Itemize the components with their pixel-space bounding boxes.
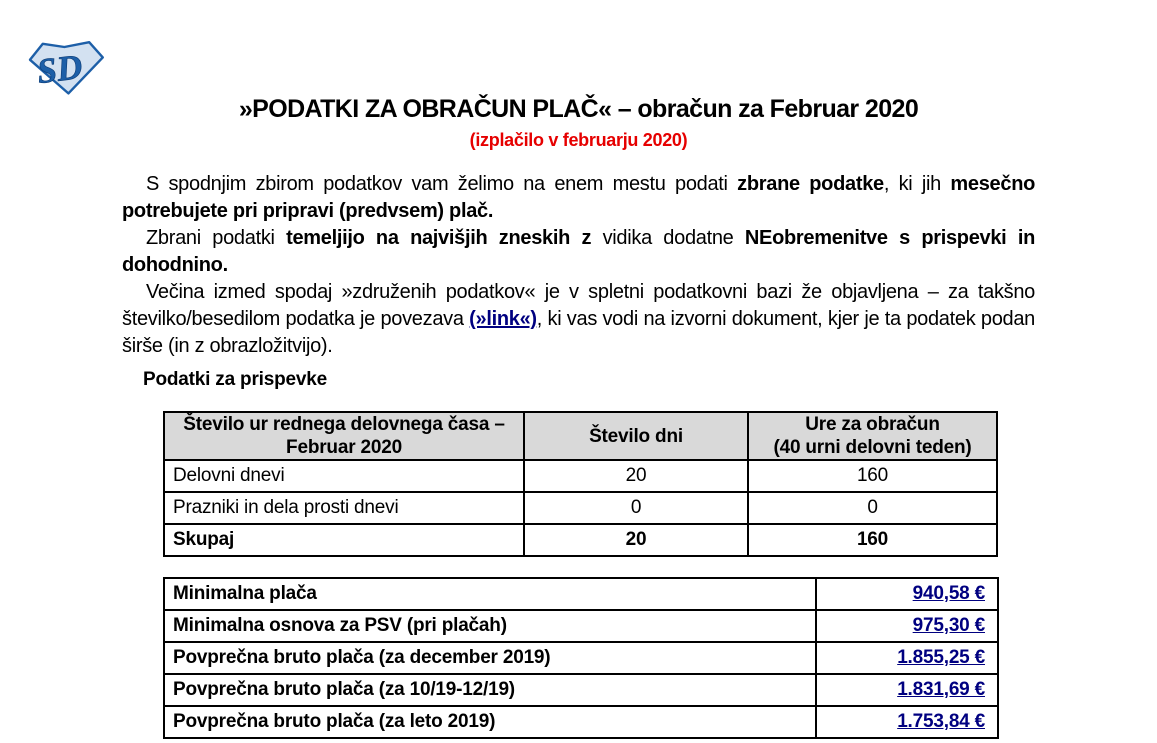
amounts-table-row: Minimalna plača 940,58 € [163,577,999,611]
amount-value-cell: 975,30 € [815,609,999,643]
amount-label: Minimalna osnova za PSV (pri plačah) [163,609,817,643]
hours-table-cell: 0 [523,491,749,525]
hours-table-cell: Prazniki in dela prosti dnevi [163,491,525,525]
hours-table-cell: 0 [747,491,998,525]
hours-table-cell: 20 [523,523,749,557]
hours-table: Število ur rednega delovnega časa – Febr… [163,411,998,557]
amount-value-cell: 1.855,25 € [815,641,999,675]
amount-link[interactable]: 940,58 € [912,583,986,604]
hours-table-cell: 160 [747,459,998,493]
paragraph: Zbrani podatki temeljijo na najvišjih zn… [122,225,1035,279]
sd-diamond-logo: SD [26,36,106,98]
hours-table-cell: Skupaj [163,523,525,557]
amount-link[interactable]: 975,30 € [912,615,986,636]
amounts-table-row: Povprečna bruto plača (za december 2019)… [163,641,999,675]
section-heading: Podatki za prispevke [143,369,327,390]
text-segment: vidika dodatne [602,227,745,249]
hours-table-cell: Delovni dnevi [163,459,525,493]
hours-table-cell: 20 [523,459,749,493]
hours-table-row: Prazniki in dela prosti dnevi 0 0 [163,491,998,525]
text-segment: NEobremenitve s prispevki in dohodnino. [122,227,1036,276]
text-segment: zbrane podatke [737,173,884,195]
text-segment: , ki jih [883,173,951,195]
sd-diamond-logo-graphic: SD [28,41,105,95]
text-segment: S spodnjim zbirom podatkov vam želimo na… [146,173,738,195]
hours-table-cell: 160 [747,523,998,557]
amount-value-cell: 1.753,84 € [815,705,999,739]
amount-value-cell: 940,58 € [815,577,999,611]
amount-label: Minimalna plača [163,577,817,611]
hours-table-row: Skupaj 20 160 [163,523,998,557]
amounts-table-row: Povprečna bruto plača (za 10/19-12/19) 1.… [163,673,999,707]
amount-value-cell: 1.831,69 € [815,673,999,707]
amount-label: Povprečna bruto plača (za december 2019) [163,641,817,675]
intro-paragraphs: S spodnjim zbirom podatkov vam želimo na… [122,171,1035,360]
amounts-table-row: Povprečna bruto plača (za leto 2019) 1.75… [163,705,999,739]
hours-table-header-cell: Število dni [523,411,749,461]
text-segment: temeljijo na najvišjih zneskih z [286,227,603,249]
text-segment: , ki vas vodi na izvorni dokument, kjer … [122,308,1035,357]
hours-table-header-row: Število ur rednega delovnega časa – Febr… [163,411,998,461]
document-title: »PODATKI ZA OBRAČUN PLAČ« – obračun za F… [238,95,919,123]
text-segment: Zbrani podatki [146,227,287,249]
amount-link[interactable]: 1.831,69 € [897,679,985,700]
amount-label: Povprečna bruto plača (za 10/19-12/19) [163,673,817,707]
amount-link[interactable]: 1.753,84 € [897,711,985,732]
amount-label: Povprečna bruto plača (za leto 2019) [163,705,817,739]
amounts-table-row: Minimalna osnova za PSV (pri plačah) 975,… [163,609,999,643]
document-subtitle: (izplačilo v februarju 2020) [469,130,688,150]
amounts-table: Minimalna plača 940,58 € Minimalna osnova … [163,577,999,739]
paragraph: S spodnjim zbirom podatkov vam želimo na… [122,171,1035,225]
hours-table-row: Delovni dnevi 20 160 [163,459,998,493]
text-segment: Večina izmed spodaj »združenih podatkov«… [122,281,1035,330]
paragraph: Večina izmed spodaj »združenih podatkov«… [122,279,1035,360]
hours-table-header-cell: Število ur rednega delovnega časa – Febr… [163,411,525,461]
amount-link[interactable]: 1.855,25 € [897,647,985,668]
text-segment: mesečno potrebujete pri pripravi (predvs… [122,173,1036,222]
logo-letters: SD [35,47,84,91]
hours-table-header-cell: Ure za obračun (40 urni delovni teden) [747,411,998,461]
inline-link[interactable]: (»link«) [469,308,537,330]
